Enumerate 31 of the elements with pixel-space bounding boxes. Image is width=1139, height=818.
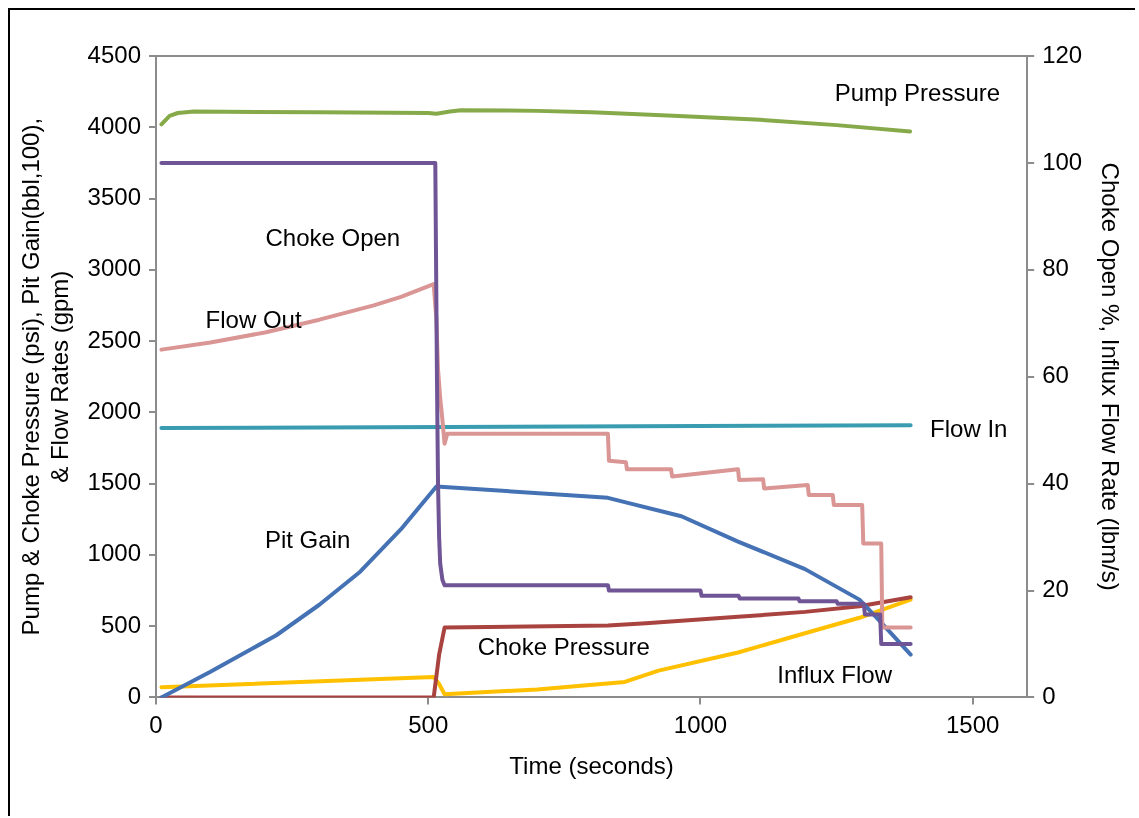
series-label: Flow In <box>930 415 1008 443</box>
y-tick-label: 500 <box>100 610 141 638</box>
x-tick-label: 1500 <box>946 711 1000 739</box>
x-tick-label: 0 <box>149 711 163 739</box>
series-label: Choke Pressure <box>477 633 650 661</box>
y2-tick-label: 60 <box>1042 361 1069 389</box>
series-label: Flow Out <box>205 305 302 333</box>
y-tick-label: 4000 <box>87 111 141 139</box>
y2-tick-label: 20 <box>1042 575 1069 603</box>
y2-tick-label: 80 <box>1042 254 1069 282</box>
y2-axis-title: Choke Open %, Influx Flow Rate (lbm/s) <box>1096 162 1124 591</box>
series-label: Influx Flow <box>777 660 893 688</box>
y2-tick-label: 120 <box>1042 40 1083 68</box>
y2-tick-label: 40 <box>1042 468 1069 496</box>
y-tick-label: 3000 <box>87 254 141 282</box>
y-axis-title: Pump & Choke Pressure (psi), Pit Gain(bbl,100), & Flow Rates (gpm) <box>17 117 73 636</box>
y-tick-label: 2000 <box>87 396 141 424</box>
series-label: Pit Gain <box>264 525 351 553</box>
y-tick-label: 1000 <box>87 539 141 567</box>
y-tick-label: 3500 <box>87 183 141 211</box>
series-label: Choke Open <box>265 224 401 252</box>
y2-tick-label: 100 <box>1042 147 1083 175</box>
y2-tick-label: 0 <box>1042 682 1056 710</box>
y-tick-label: 1500 <box>87 468 141 496</box>
y-tick-label: 4500 <box>87 40 141 68</box>
x-axis-title: Time (seconds) <box>509 752 674 780</box>
y-tick-label: 2500 <box>87 325 141 353</box>
series-label: Pump Pressure <box>834 79 1001 107</box>
x-tick-label: 1000 <box>673 711 728 739</box>
y-tick-label: 0 <box>127 682 141 710</box>
x-tick-label: 500 <box>408 711 449 739</box>
